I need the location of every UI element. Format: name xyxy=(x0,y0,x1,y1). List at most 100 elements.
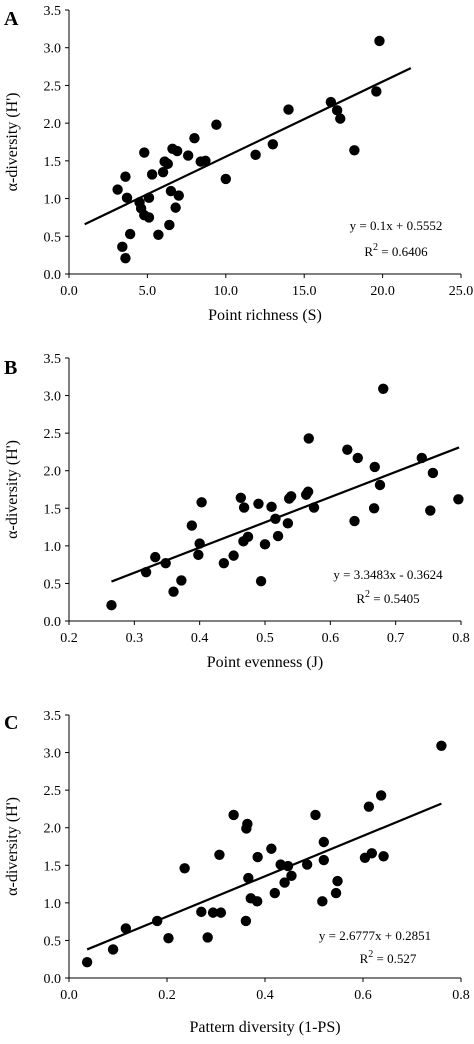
regression-equation: y = 2.6777x + 0.2851 xyxy=(319,928,431,943)
data-point xyxy=(150,551,161,563)
r-squared-exponent: 2 xyxy=(368,949,373,960)
data-point xyxy=(352,452,363,464)
trend-line xyxy=(111,446,460,583)
data-point xyxy=(235,492,247,503)
chart-panel-c: C 0.0 0.5 1.0 1.5 2.0 2.5 3.0 3.5 0.0 0.2 0.4 0.6 0.8… xyxy=(4,709,470,1036)
data-point xyxy=(427,467,439,479)
data-point xyxy=(378,851,389,862)
data-point xyxy=(121,192,133,204)
data-point xyxy=(120,171,131,182)
x-tick-label: 20.0 xyxy=(370,284,395,299)
data-point xyxy=(218,557,230,569)
data-point xyxy=(182,150,194,161)
data-point xyxy=(349,515,360,527)
data-point xyxy=(220,173,231,185)
regression-equation: y = 0.1x + 0.5552 xyxy=(350,218,443,233)
y-tick-label: 3.0 xyxy=(44,747,62,762)
panel-letter: B xyxy=(4,357,17,379)
y-tick-label: 0.5 xyxy=(44,577,62,592)
data-point xyxy=(242,818,253,830)
y-tick-label: 3.5 xyxy=(44,4,62,19)
data-point xyxy=(285,491,297,502)
data-point xyxy=(453,494,464,505)
data-point xyxy=(374,479,386,491)
x-tick-label: 0.2 xyxy=(60,631,78,646)
x-tick-label: 5.0 xyxy=(139,284,157,299)
y-tick-label: 3.0 xyxy=(44,42,62,57)
data-point xyxy=(266,843,277,854)
x-tick-label: 15.0 xyxy=(292,284,317,299)
x-tick-label: 0.8 xyxy=(452,631,470,646)
x-tick-label: 0.4 xyxy=(191,631,209,646)
data-point xyxy=(162,158,173,170)
data-point xyxy=(269,887,280,899)
data-point xyxy=(283,104,294,115)
r-squared-exponent: 2 xyxy=(373,242,378,253)
y-axis-title: α-diversity (H') xyxy=(4,440,21,539)
data-point xyxy=(146,169,158,180)
data-point xyxy=(140,566,152,578)
y-tick-label: 2.0 xyxy=(44,465,62,480)
data-point xyxy=(207,907,219,918)
data-point xyxy=(270,513,281,525)
data-point xyxy=(157,166,169,178)
x-tick-label: 0.0 xyxy=(60,284,78,299)
data-point xyxy=(242,531,254,543)
data-point xyxy=(196,906,207,918)
data-point xyxy=(253,498,264,509)
data-point xyxy=(173,190,184,201)
data-point xyxy=(366,848,378,859)
data-point xyxy=(279,877,290,888)
x-tick-label: 0.3 xyxy=(126,631,144,646)
data-point xyxy=(363,801,375,812)
data-point xyxy=(186,520,198,531)
data-point xyxy=(252,851,263,863)
y-tick-label: 2.5 xyxy=(44,427,62,442)
y-tick-label: 1.5 xyxy=(44,502,62,517)
x-axis-title: Point richness (S) xyxy=(208,307,322,324)
data-point xyxy=(170,202,181,213)
y-tick-label: 1.5 xyxy=(44,859,62,874)
data-point xyxy=(211,119,222,130)
data-point xyxy=(416,452,427,464)
data-point xyxy=(143,192,155,204)
data-point xyxy=(228,809,239,821)
y-tick-label: 2.5 xyxy=(44,79,62,94)
x-tick-label: 0.5 xyxy=(256,631,274,646)
y-tick-label: 0.0 xyxy=(44,615,62,630)
chart-panel-a: A 0.0 0.5 1.0 1.5 2.0 2.5 3.0 3.5 0.0 5.0 10.0 15.0 2… xyxy=(4,4,473,324)
x-tick-label: 0.6 xyxy=(322,631,340,646)
data-point xyxy=(163,932,174,944)
data-point xyxy=(251,896,263,907)
data-point xyxy=(81,957,93,968)
data-point xyxy=(153,229,164,240)
data-point xyxy=(240,915,252,927)
data-point xyxy=(202,932,213,943)
trend-line xyxy=(86,802,442,951)
y-tick-label: 2.5 xyxy=(44,784,62,799)
y-tick-label: 2.0 xyxy=(44,117,62,132)
data-point xyxy=(120,252,131,264)
data-point xyxy=(117,241,128,253)
data-point xyxy=(335,113,346,124)
r-squared-exponent: 2 xyxy=(365,589,370,600)
data-point xyxy=(368,503,380,514)
x-tick-label: 0.6 xyxy=(354,988,372,1003)
y-tick-label: 1.0 xyxy=(44,897,62,912)
data-point xyxy=(189,133,200,144)
y-tick-label: 1.0 xyxy=(44,193,62,208)
y-tick-label: 3.5 xyxy=(44,709,62,724)
data-point xyxy=(332,875,343,887)
r-squared-letter: R xyxy=(360,951,369,966)
data-point xyxy=(318,854,329,866)
data-point xyxy=(194,538,205,549)
y-axis-title: α-diversity (H') xyxy=(4,93,21,192)
panel-letter: C xyxy=(4,712,18,734)
data-point xyxy=(243,872,254,884)
y-tick-label: 2.0 xyxy=(44,822,62,837)
data-point xyxy=(165,185,177,197)
data-point xyxy=(214,849,225,860)
data-point xyxy=(330,887,342,899)
y-tick-label: 0.5 xyxy=(44,934,62,949)
